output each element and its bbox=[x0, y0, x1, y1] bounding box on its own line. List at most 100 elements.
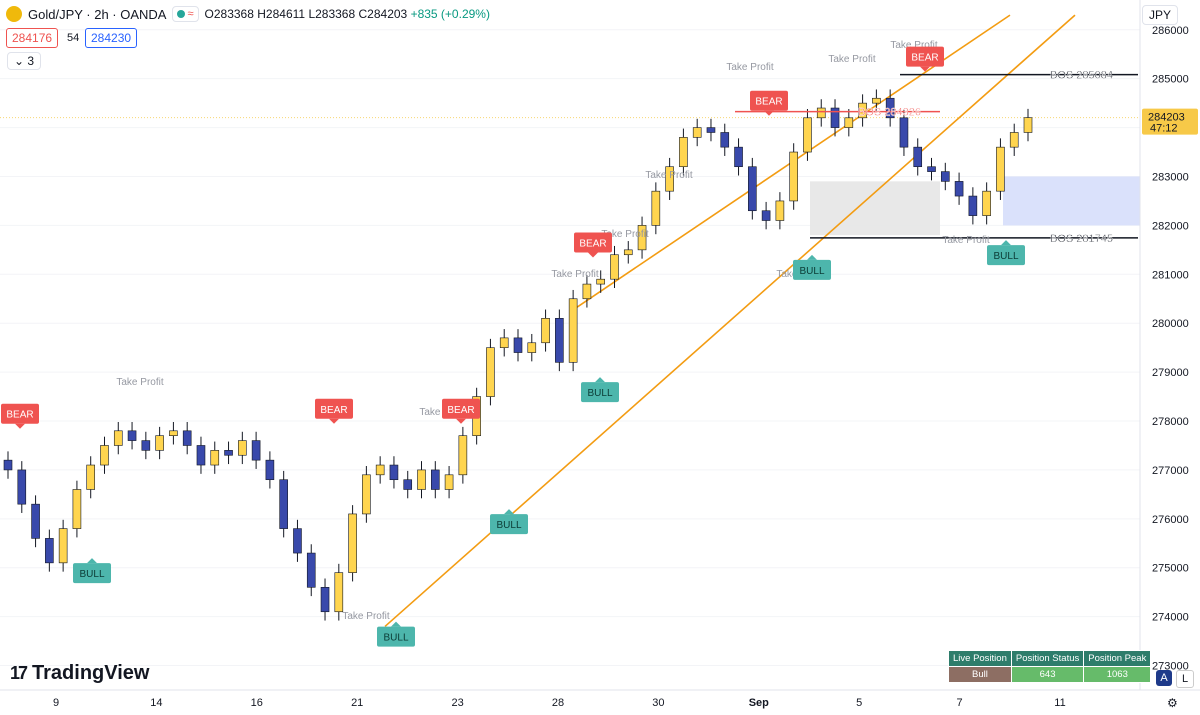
x-tick-label: 16 bbox=[251, 697, 263, 709]
price-axis bbox=[1140, 0, 1200, 715]
x-tick-label: 23 bbox=[451, 697, 463, 709]
candle bbox=[610, 254, 619, 280]
ohlc-high: H284611 bbox=[257, 7, 306, 21]
candle bbox=[169, 430, 178, 436]
take-profit-label: Take Profit bbox=[342, 611, 389, 622]
candle bbox=[940, 171, 950, 182]
auto-scale-button[interactable]: A bbox=[1156, 670, 1172, 686]
collapse-indicators-button[interactable]: ⌄ 3 bbox=[7, 52, 42, 70]
candle bbox=[996, 146, 1005, 192]
ohlc-change: +835 (+0.29%) bbox=[410, 7, 490, 21]
x-tick-label: 30 bbox=[652, 697, 664, 709]
candle bbox=[224, 450, 233, 456]
candle bbox=[113, 430, 123, 446]
signal-label: BULL bbox=[587, 388, 612, 399]
x-tick-label: Sep bbox=[749, 697, 769, 709]
candle bbox=[899, 117, 909, 148]
signal-pointer bbox=[920, 66, 930, 72]
zone-box bbox=[1003, 176, 1140, 226]
candle bbox=[844, 117, 854, 128]
take-profit-label: Take Profit bbox=[828, 54, 875, 65]
candle bbox=[527, 342, 537, 353]
log-scale-button[interactable]: L bbox=[1176, 670, 1194, 688]
signal-label: BULL bbox=[79, 569, 104, 580]
candle bbox=[155, 435, 164, 451]
candle bbox=[706, 127, 716, 133]
candle bbox=[1009, 132, 1019, 148]
gold-symbol-icon bbox=[6, 6, 22, 22]
candle bbox=[651, 190, 661, 226]
candle bbox=[582, 283, 592, 300]
sell-price-button[interactable]: 284176 bbox=[6, 28, 59, 48]
signal-label: BULL bbox=[383, 633, 408, 644]
candle bbox=[403, 479, 413, 490]
candle bbox=[596, 278, 606, 285]
candle bbox=[499, 337, 509, 348]
candle bbox=[320, 586, 330, 613]
buy-price-button[interactable]: 284230 bbox=[85, 28, 138, 48]
signal-pointer bbox=[15, 423, 25, 429]
candle bbox=[1023, 117, 1033, 133]
candle bbox=[375, 464, 385, 476]
candle bbox=[86, 464, 96, 490]
candle bbox=[623, 249, 633, 256]
candle bbox=[430, 469, 440, 490]
take-profit-label: Take Profit bbox=[890, 40, 937, 51]
symbol-title[interactable]: Gold/JPY · 2h · OANDA bbox=[28, 6, 167, 22]
take-profit-label: Take Profit bbox=[726, 62, 773, 73]
trendline bbox=[384, 14, 1076, 628]
settings-icon[interactable]: ⚙ bbox=[1167, 696, 1178, 710]
candle bbox=[210, 450, 220, 466]
y-tick-label: 276000 bbox=[1152, 514, 1189, 526]
ohlc-low: L283368 bbox=[308, 7, 356, 21]
take-profit-label: Take Profit bbox=[645, 170, 692, 181]
candle bbox=[665, 166, 674, 192]
bos-label: BOS 281745 bbox=[1050, 233, 1113, 245]
candle bbox=[803, 117, 812, 153]
bos-label: BOS 284326 bbox=[858, 107, 921, 119]
y-tick-label: 285000 bbox=[1152, 74, 1189, 86]
chart-header: Gold/JPY · 2h · OANDA ≈ O283368 H284611 … bbox=[6, 6, 490, 22]
tv-logo-icon: 17 bbox=[10, 663, 28, 683]
candle bbox=[789, 151, 798, 202]
indicator-status[interactable]: ≈ bbox=[172, 6, 199, 22]
candle bbox=[100, 445, 109, 466]
take-profit-label: Take Profit bbox=[116, 377, 163, 388]
candle bbox=[389, 464, 399, 481]
candle bbox=[830, 107, 840, 128]
signal-label: BEAR bbox=[447, 405, 474, 416]
candle bbox=[444, 474, 454, 490]
position-table: Live Position Position Status Position P… bbox=[948, 650, 1152, 683]
signal-label: BEAR bbox=[755, 97, 782, 108]
candle bbox=[555, 318, 564, 363]
signal-label: BEAR bbox=[579, 239, 606, 250]
candle bbox=[417, 469, 426, 490]
signal-pointer bbox=[1001, 240, 1011, 246]
candle bbox=[334, 572, 344, 613]
position-header: Position Peak bbox=[1083, 650, 1152, 667]
y-tick-label: 273000 bbox=[1152, 661, 1189, 673]
currency-selector[interactable]: JPY bbox=[1141, 5, 1178, 25]
candle bbox=[196, 445, 206, 466]
candle bbox=[458, 435, 468, 476]
current-price-tag bbox=[1142, 108, 1198, 135]
bear-signal-tag bbox=[574, 232, 612, 253]
candle bbox=[348, 513, 357, 573]
signal-pointer bbox=[807, 254, 817, 260]
candle bbox=[913, 146, 923, 168]
candle bbox=[692, 127, 702, 138]
signal-label: BEAR bbox=[911, 53, 938, 64]
candle bbox=[816, 107, 826, 119]
take-profit-label: Take Profit bbox=[551, 269, 598, 280]
signal-label: BULL bbox=[799, 266, 824, 277]
signal-pointer bbox=[764, 110, 774, 116]
candle bbox=[775, 200, 785, 221]
bull-signal-tag bbox=[581, 382, 619, 403]
position-header: Live Position bbox=[948, 650, 1012, 667]
y-tick-label: 283000 bbox=[1152, 171, 1189, 183]
candle bbox=[251, 440, 261, 461]
take-profit-label: Take Profit bbox=[601, 229, 648, 240]
bos-label: BOS 285084 bbox=[1050, 70, 1113, 82]
candle bbox=[513, 337, 523, 353]
